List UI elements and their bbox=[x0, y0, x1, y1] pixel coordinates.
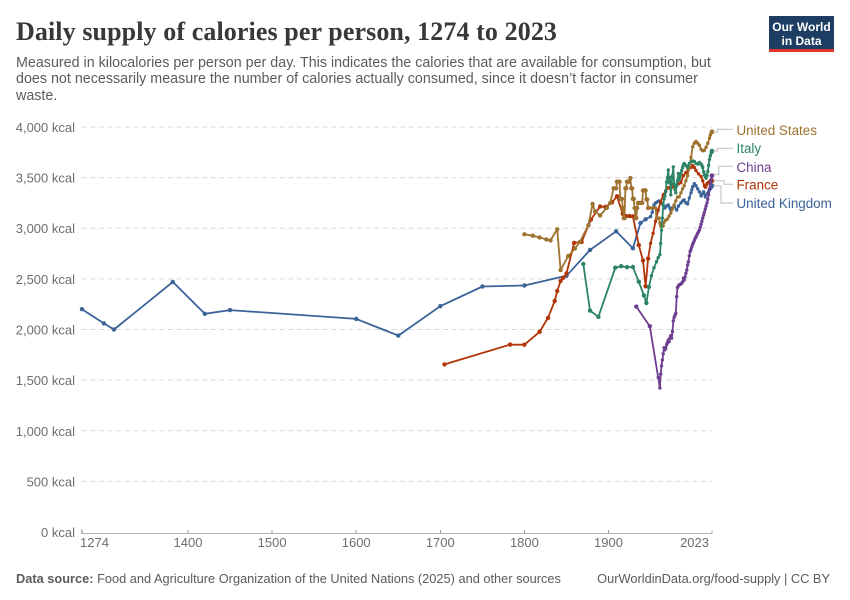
svg-text:China: China bbox=[737, 160, 773, 175]
svg-text:United States: United States bbox=[737, 123, 818, 138]
svg-text:Italy: Italy bbox=[737, 141, 762, 156]
svg-text:1500: 1500 bbox=[258, 535, 287, 550]
svg-text:1400: 1400 bbox=[174, 535, 203, 550]
svg-text:0 kcal: 0 kcal bbox=[41, 525, 75, 540]
svg-text:4,000 kcal: 4,000 kcal bbox=[16, 120, 75, 135]
svg-text:3,000 kcal: 3,000 kcal bbox=[16, 221, 75, 236]
svg-text:2,500 kcal: 2,500 kcal bbox=[16, 272, 75, 287]
svg-text:500 kcal: 500 kcal bbox=[27, 474, 76, 489]
svg-text:1900: 1900 bbox=[594, 535, 623, 550]
svg-text:1700: 1700 bbox=[426, 535, 455, 550]
svg-text:3,500 kcal: 3,500 kcal bbox=[16, 171, 75, 186]
svg-text:2023: 2023 bbox=[680, 535, 709, 550]
svg-text:1,500 kcal: 1,500 kcal bbox=[16, 373, 75, 388]
svg-text:France: France bbox=[737, 177, 779, 192]
svg-text:1,000 kcal: 1,000 kcal bbox=[16, 424, 75, 439]
svg-text:1800: 1800 bbox=[510, 535, 539, 550]
svg-text:1600: 1600 bbox=[342, 535, 371, 550]
svg-text:United Kingdom: United Kingdom bbox=[737, 196, 832, 211]
svg-text:2,000 kcal: 2,000 kcal bbox=[16, 323, 75, 338]
svg-text:1274: 1274 bbox=[80, 535, 109, 550]
